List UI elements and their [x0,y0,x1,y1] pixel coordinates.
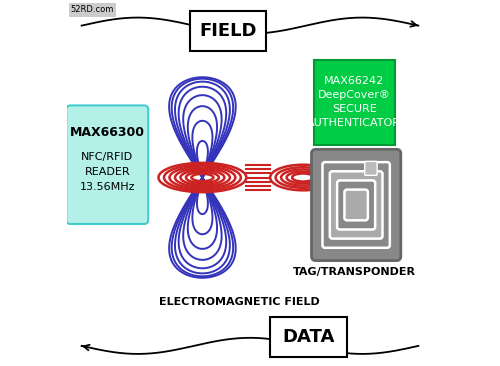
Text: NFC/RFID
READER
13.56MHz: NFC/RFID READER 13.56MHz [80,152,135,192]
FancyBboxPatch shape [322,162,390,248]
FancyBboxPatch shape [270,317,347,357]
FancyBboxPatch shape [190,11,266,51]
FancyBboxPatch shape [337,180,375,229]
Text: MAX66242
DeepCover®
SECURE
AUTHENTICATOR: MAX66242 DeepCover® SECURE AUTHENTICATOR [308,76,402,128]
Text: 52RD.com: 52RD.com [70,5,114,15]
Text: TAG/TRANSPONDER: TAG/TRANSPONDER [293,267,416,277]
Text: DATA: DATA [282,328,335,346]
Text: ELECTROMAGNETIC FIELD: ELECTROMAGNETIC FIELD [158,297,320,307]
FancyBboxPatch shape [312,149,401,261]
FancyBboxPatch shape [314,60,394,145]
Text: MAX66300: MAX66300 [70,126,145,139]
FancyBboxPatch shape [330,171,382,239]
Text: FIELD: FIELD [200,22,257,40]
FancyBboxPatch shape [364,161,377,175]
FancyBboxPatch shape [344,190,368,220]
FancyBboxPatch shape [66,105,148,224]
